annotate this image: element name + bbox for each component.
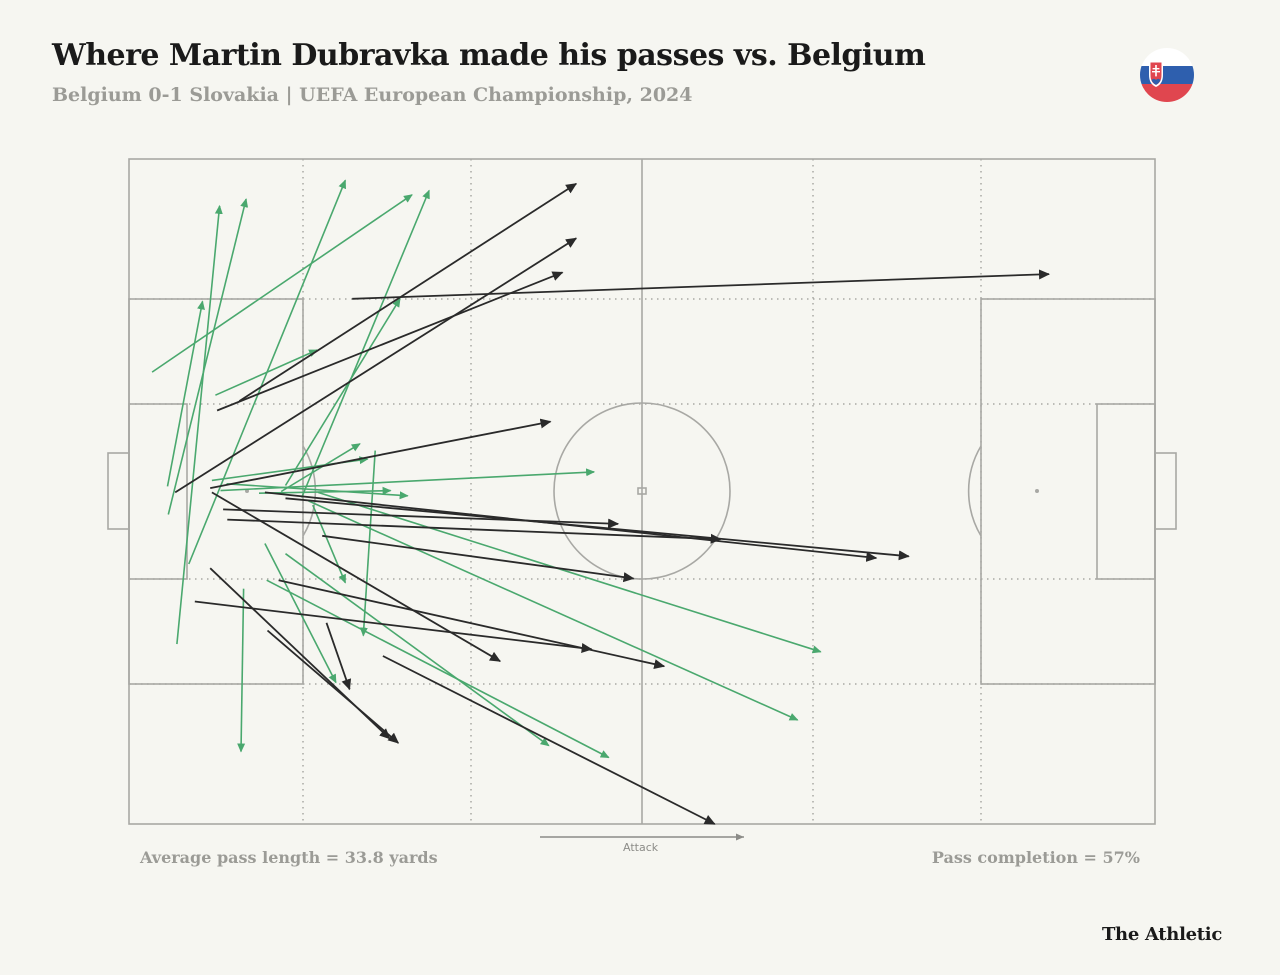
completed-pass-12 bbox=[258, 486, 392, 495]
completed-pass-20 bbox=[237, 588, 246, 753]
completed-pass-19 bbox=[312, 504, 347, 584]
completed-pass-1 bbox=[167, 198, 249, 515]
completed-pass-2 bbox=[151, 194, 413, 373]
brand-logo: The Athletic bbox=[1101, 924, 1222, 945]
incomplete-pass-27 bbox=[227, 518, 722, 544]
incomplete-pass-24 bbox=[216, 271, 564, 412]
incomplete-pass-23 bbox=[174, 237, 578, 494]
completed-pass-14 bbox=[317, 491, 822, 654]
average-pass-length: Average pass length = 33.8 yards bbox=[140, 848, 438, 867]
chart-subtitle: Belgium 0-1 Slovakia | UEFA European Cha… bbox=[52, 84, 693, 106]
completed-pass-18 bbox=[266, 579, 610, 759]
attack-label: Attack bbox=[623, 841, 659, 854]
completed-pass-8 bbox=[280, 443, 361, 493]
completed-pass-7 bbox=[284, 297, 401, 486]
incomplete-pass-29 bbox=[285, 497, 910, 561]
completed-pass-6 bbox=[215, 349, 319, 396]
completed-pass-5 bbox=[166, 300, 205, 487]
completed-pass-15 bbox=[308, 500, 799, 721]
chart-title: Where Martin Dubravka made his passes vs… bbox=[52, 38, 926, 73]
incomplete-pass-25 bbox=[210, 418, 552, 489]
incomplete-pass-22 bbox=[238, 182, 578, 402]
pass-completion: Pass completion = 57% bbox=[931, 848, 1140, 867]
completed-pass-4 bbox=[300, 189, 430, 498]
incomplete-pass-33 bbox=[278, 579, 666, 670]
pitch-markings bbox=[107, 158, 1177, 825]
incomplete-pass-36 bbox=[266, 629, 400, 744]
passes-layer bbox=[151, 179, 1050, 825]
incomplete-pass-30 bbox=[322, 534, 635, 583]
completed-pass-11 bbox=[226, 483, 409, 500]
incomplete-pass-26 bbox=[223, 508, 620, 529]
completed-pass-16 bbox=[264, 543, 337, 684]
slovakia-flag-icon bbox=[1140, 48, 1194, 102]
completed-pass-17 bbox=[285, 553, 550, 747]
incomplete-pass-34 bbox=[194, 600, 593, 653]
incomplete-pass-21 bbox=[352, 269, 1050, 300]
incomplete-pass-35 bbox=[325, 622, 352, 691]
incomplete-pass-37 bbox=[382, 655, 716, 825]
completed-pass-0 bbox=[176, 204, 223, 645]
